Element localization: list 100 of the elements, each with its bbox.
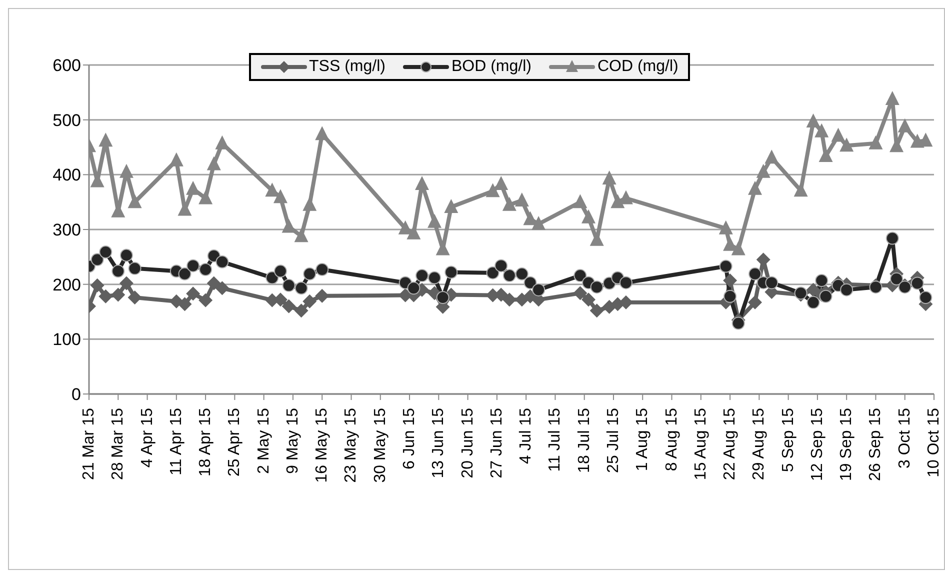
y-tick-label: 500	[52, 110, 81, 130]
x-tick-label: 20 Jun 15	[459, 408, 476, 478]
x-tick-label: 4 Jul 15	[518, 408, 535, 464]
point	[719, 260, 732, 273]
point	[266, 271, 279, 284]
point	[294, 228, 308, 242]
point	[215, 135, 230, 150]
point	[731, 241, 746, 256]
point	[806, 296, 820, 309]
x-tick-label: 9 May 15	[284, 408, 302, 474]
point	[532, 283, 546, 296]
x-tick-label: 5 Sep 15	[780, 408, 797, 472]
y-tick-label: 300	[52, 220, 81, 240]
point	[806, 282, 820, 297]
point	[732, 316, 745, 330]
point	[494, 176, 508, 190]
x-tick-label: 11 Jul 15	[546, 408, 564, 472]
point	[919, 290, 932, 304]
legend-label: TSS (mg/l)	[309, 58, 386, 76]
point	[206, 276, 221, 290]
point	[886, 232, 899, 245]
point	[573, 286, 588, 300]
point	[427, 214, 442, 228]
y-tick-label: 0	[72, 385, 81, 404]
point	[111, 288, 126, 302]
point	[303, 267, 316, 280]
point	[590, 304, 604, 318]
point	[724, 290, 737, 303]
point	[502, 292, 516, 307]
point	[119, 276, 134, 290]
point	[119, 164, 134, 178]
x-tick-label: 10 Oct 15	[926, 408, 942, 478]
point	[515, 267, 528, 280]
y-tick-label: 400	[52, 166, 81, 185]
point	[814, 123, 829, 138]
point	[831, 128, 846, 142]
x-tick-label: 28 Mar 15	[110, 408, 127, 480]
point	[869, 280, 882, 294]
x-tick-label: 25 Apr 15	[226, 408, 244, 476]
x-tick-label: 12 Sep 15	[808, 408, 826, 481]
point	[199, 263, 212, 276]
point	[282, 218, 296, 233]
point	[302, 196, 317, 211]
point	[748, 295, 762, 310]
point	[406, 225, 421, 240]
point	[90, 253, 104, 266]
point	[112, 264, 125, 278]
point	[748, 180, 762, 195]
point	[806, 113, 820, 128]
x-tick-label: 19 Sep 15	[838, 408, 856, 481]
y-tick-label: 600	[52, 56, 81, 76]
point	[294, 304, 308, 318]
point	[756, 164, 770, 178]
point	[416, 269, 429, 282]
x-tick-label: 25 Jul 15	[604, 408, 622, 473]
x-tick-label: 3 Oct 15	[896, 408, 914, 468]
x-tick-label: 8 Aug 15	[663, 408, 680, 472]
point	[840, 283, 854, 296]
point	[186, 259, 200, 272]
point	[178, 297, 192, 312]
point	[90, 278, 104, 292]
point	[819, 290, 832, 303]
x-tick-label: 6 Jun 15	[401, 408, 418, 470]
point	[868, 135, 883, 150]
x-tick-label: 29 Aug 15	[750, 408, 768, 480]
point	[573, 194, 588, 208]
point	[502, 196, 516, 211]
point	[818, 148, 833, 162]
point	[99, 245, 112, 258]
point	[282, 299, 296, 314]
point	[748, 267, 762, 280]
point	[840, 138, 854, 152]
point	[428, 271, 441, 284]
point	[186, 286, 200, 301]
point	[316, 263, 329, 276]
x-tick-label: 16 May 15	[314, 408, 331, 483]
x-tick-label: 4 Apr 15	[138, 408, 156, 468]
x-tick-label: 22 Aug 15	[722, 408, 739, 480]
point	[436, 290, 450, 304]
point	[98, 289, 113, 304]
point	[619, 276, 632, 290]
point	[444, 199, 458, 214]
point	[514, 192, 529, 206]
x-tick-label: 1 Aug 15	[634, 408, 652, 472]
point	[486, 266, 500, 280]
point	[282, 278, 296, 292]
point	[764, 150, 779, 164]
point	[302, 294, 317, 308]
x-tick-label: 27 Jun 15	[488, 408, 506, 478]
x-tick-label: 30 May 15	[372, 408, 389, 483]
point	[98, 132, 113, 147]
x-tick-label: 23 May 15	[342, 408, 360, 483]
point	[274, 264, 287, 278]
point	[486, 183, 500, 198]
point	[128, 194, 142, 208]
point	[128, 290, 142, 304]
point	[582, 292, 596, 307]
point	[574, 269, 587, 282]
point	[198, 190, 213, 204]
y-tick-label: 100	[52, 330, 81, 350]
